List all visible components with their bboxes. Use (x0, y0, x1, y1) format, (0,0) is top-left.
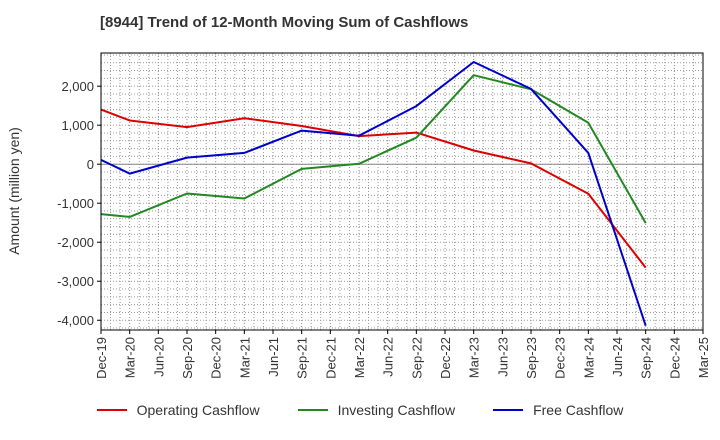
x-tick-label: Dec-22 (438, 337, 453, 379)
legend-label: Free Cashflow (533, 402, 624, 418)
x-tick-label: Mar-22 (352, 337, 367, 378)
y-tick-label: -2,000 (57, 235, 94, 250)
x-tick-label: Sep-23 (524, 337, 539, 379)
legend-item-free-cashflow: Free Cashflow (493, 402, 623, 418)
x-tick-label: Mar-21 (237, 337, 252, 378)
free-cashflow-line (100, 61, 647, 327)
x-tick-label: Jun-24 (610, 337, 625, 377)
y-tick-label: -3,000 (57, 274, 94, 289)
y-tick-label: 2,000 (61, 79, 94, 94)
x-tick-label: Dec-21 (323, 337, 338, 379)
x-tick-label: Jun-23 (495, 337, 510, 377)
legend-label: Investing Cashflow (337, 402, 456, 418)
y-tick-label: -4,000 (57, 313, 94, 328)
x-tick-label: Jun-20 (151, 337, 166, 377)
legend: Operating Cashflow Investing Cashflow Free… (0, 402, 720, 418)
legend-label: Operating Cashflow (136, 402, 260, 418)
plot-background (101, 53, 703, 330)
x-tick-label: Dec-24 (667, 337, 682, 379)
y-axis-label: Amount (million yen) (6, 127, 22, 255)
x-tick-label: Sep-20 (180, 337, 195, 379)
legend-swatch (297, 409, 328, 411)
legend-item-operating-cashflow: Operating Cashflow (96, 402, 260, 418)
x-tick-label: Jun-22 (381, 337, 396, 377)
x-tick-label: Sep-21 (295, 337, 310, 379)
x-axis-ticks: Dec-19 Mar-20 Jun-20 Sep-20 Dec-20 Mar-21 Jun-… (94, 330, 711, 379)
x-tick-label: Mar-20 (123, 337, 138, 378)
x-tick-label: Sep-22 (409, 337, 424, 379)
y-tick-label: -1,000 (57, 196, 94, 211)
x-tick-label: Mar-23 (467, 337, 482, 378)
y-axis-ticks: 2,000 1,000 0 -1,000 -2,000 -3,000 -4,000 (57, 79, 101, 328)
investing-cashflow-line (100, 74, 647, 224)
y-tick-label: 1,000 (61, 118, 94, 133)
x-tick-label: Mar-24 (581, 337, 596, 378)
x-tick-label: Jun-21 (266, 337, 281, 377)
x-tick-label: Dec-20 (209, 337, 224, 379)
x-tick-label: Dec-19 (94, 337, 109, 379)
series-lines (100, 61, 647, 327)
legend-swatch (96, 409, 127, 411)
x-tick-label: Sep-24 (639, 337, 654, 379)
legend-swatch (493, 409, 524, 411)
y-tick-label: 0 (87, 157, 94, 172)
x-tick-label: Dec-23 (553, 337, 568, 379)
x-tick-label: Mar-25 (696, 337, 711, 378)
plot-frame (100, 52, 704, 331)
chart-title: [8944] Trend of 12-Month Moving Sum of C… (100, 14, 469, 31)
legend-item-investing-cashflow: Investing Cashflow (297, 402, 456, 418)
